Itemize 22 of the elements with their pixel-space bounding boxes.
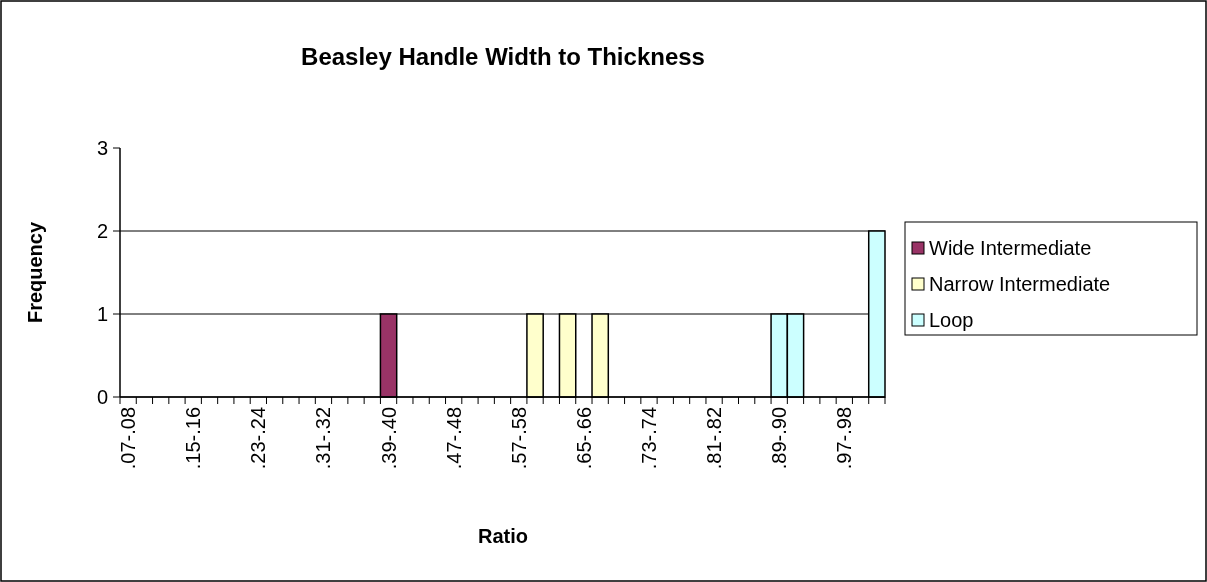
x-tick-label: .39-.40 — [377, 407, 400, 470]
y-tick-label: 3 — [96, 137, 108, 159]
legend-label: Wide Intermediate — [929, 237, 1092, 259]
legend-label: Loop — [929, 309, 974, 331]
x-tick-label: .73-.74 — [637, 407, 660, 470]
x-tick-label: .47-.48 — [442, 407, 465, 470]
x-tick-label: .81-.82 — [703, 407, 726, 470]
y-tick-label: 1 — [96, 303, 108, 325]
chart-title: Beasley Handle Width to Thickness — [301, 43, 705, 70]
x-tick-label: .07-.08 — [117, 407, 140, 470]
x-tick-label: .57-.58 — [507, 407, 530, 470]
x-axis-title: Ratio — [478, 525, 528, 547]
y-tick-label: 2 — [96, 220, 108, 242]
y-axis-title: Frequency — [24, 221, 46, 324]
x-tick-label: .97-.98 — [833, 407, 856, 470]
y-tick-label: 0 — [96, 386, 108, 408]
x-tick-label: .89-.90 — [768, 407, 791, 470]
legend-label: Narrow Intermediate — [929, 273, 1111, 295]
x-tick-label: .15-.16 — [182, 407, 205, 470]
x-tick-label: .31-.32 — [312, 407, 335, 470]
x-tick-label: .23-.24 — [247, 407, 270, 470]
x-tick-label: .65-.66 — [572, 407, 595, 470]
